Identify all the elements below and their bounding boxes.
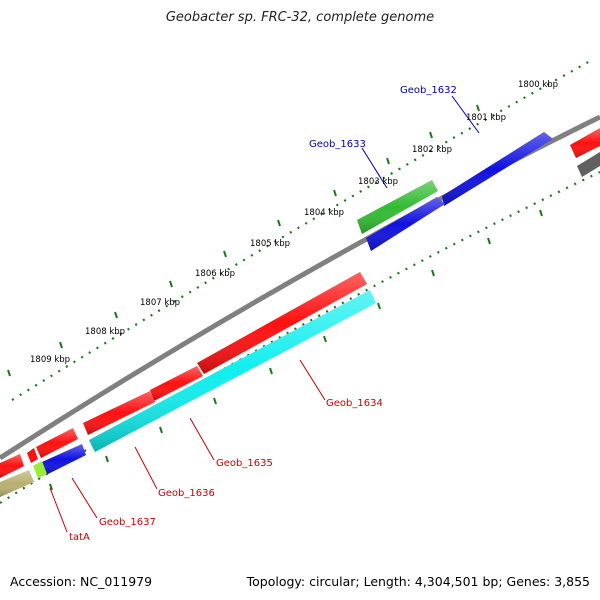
- inner-tick-ring: [0, 171, 600, 504]
- kbp-label-1801: 1801 kbp: [466, 113, 506, 123]
- kbp-label-1800: 1800 kbp: [518, 80, 558, 90]
- kbp-label-1805: 1805 kbp: [250, 239, 290, 249]
- gene-red-reverse-a[interactable]: [150, 366, 203, 401]
- kbp-label-1808: 1808 kbp: [85, 327, 125, 337]
- accession-text: Accession: NC_011979: [10, 574, 153, 589]
- gene-red-edge[interactable]: [570, 128, 600, 158]
- kbp-label-1806: 1806 kbp: [195, 269, 235, 279]
- outer-major-ticks: [7, 104, 480, 377]
- gene-red-left[interactable]: [0, 454, 24, 478]
- label-tatA: tatA: [69, 532, 90, 543]
- label-geob-1633: Geob_1633: [309, 139, 366, 150]
- gene-red-tiny[interactable]: [27, 448, 38, 463]
- label-geob-1637: Geob_1637: [99, 517, 156, 528]
- gene-geob-1637[interactable]: [42, 444, 86, 475]
- outer-tick-ring: [11, 59, 593, 401]
- kbp-label-1804: 1804 kbp: [304, 208, 344, 218]
- genome-backbone: [0, 114, 600, 461]
- label-geob-1632: Geob_1632: [400, 85, 457, 96]
- gene-geob-1633[interactable]: [357, 180, 438, 234]
- gene-geob-1636[interactable]: [36, 428, 78, 458]
- kbp-label-1802: 1802 kbp: [412, 145, 452, 155]
- label-connectors: [49, 95, 480, 533]
- gene-geob-1635[interactable]: [89, 290, 376, 452]
- gene-khaki-left[interactable]: [0, 470, 34, 497]
- gene-geob-1634[interactable]: [197, 272, 367, 374]
- kbp-labels: 1800 kbp 1801 kbp 1802 kbp 1803 kbp 1804…: [30, 80, 558, 365]
- map-title: Geobacter sp. FRC-32, complete genome: [165, 10, 435, 25]
- inner-major-ticks: [49, 209, 543, 491]
- kbp-label-1803: 1803 kbp: [358, 177, 398, 187]
- gene-tatA[interactable]: [33, 461, 47, 478]
- gene-labels: Geob_1632 Geob_1633 Geob_1634 Geob_1635 …: [69, 85, 457, 543]
- gene-blue-forward[interactable]: [366, 197, 445, 251]
- kbp-label-1809: 1809 kbp: [30, 355, 70, 365]
- gene-red-reverse-b[interactable]: [83, 391, 155, 435]
- label-geob-1635: Geob_1635: [216, 458, 273, 469]
- label-geob-1636: Geob_1636: [158, 488, 215, 499]
- label-geob-1634: Geob_1634: [326, 398, 383, 409]
- kbp-label-1807: 1807 kbp: [140, 298, 180, 308]
- genome-summary-text: Topology: circular; Length: 4,304,501 bp…: [246, 574, 590, 589]
- gene-geob-1632[interactable]: [442, 132, 553, 206]
- gene-dark-edge[interactable]: [577, 152, 600, 177]
